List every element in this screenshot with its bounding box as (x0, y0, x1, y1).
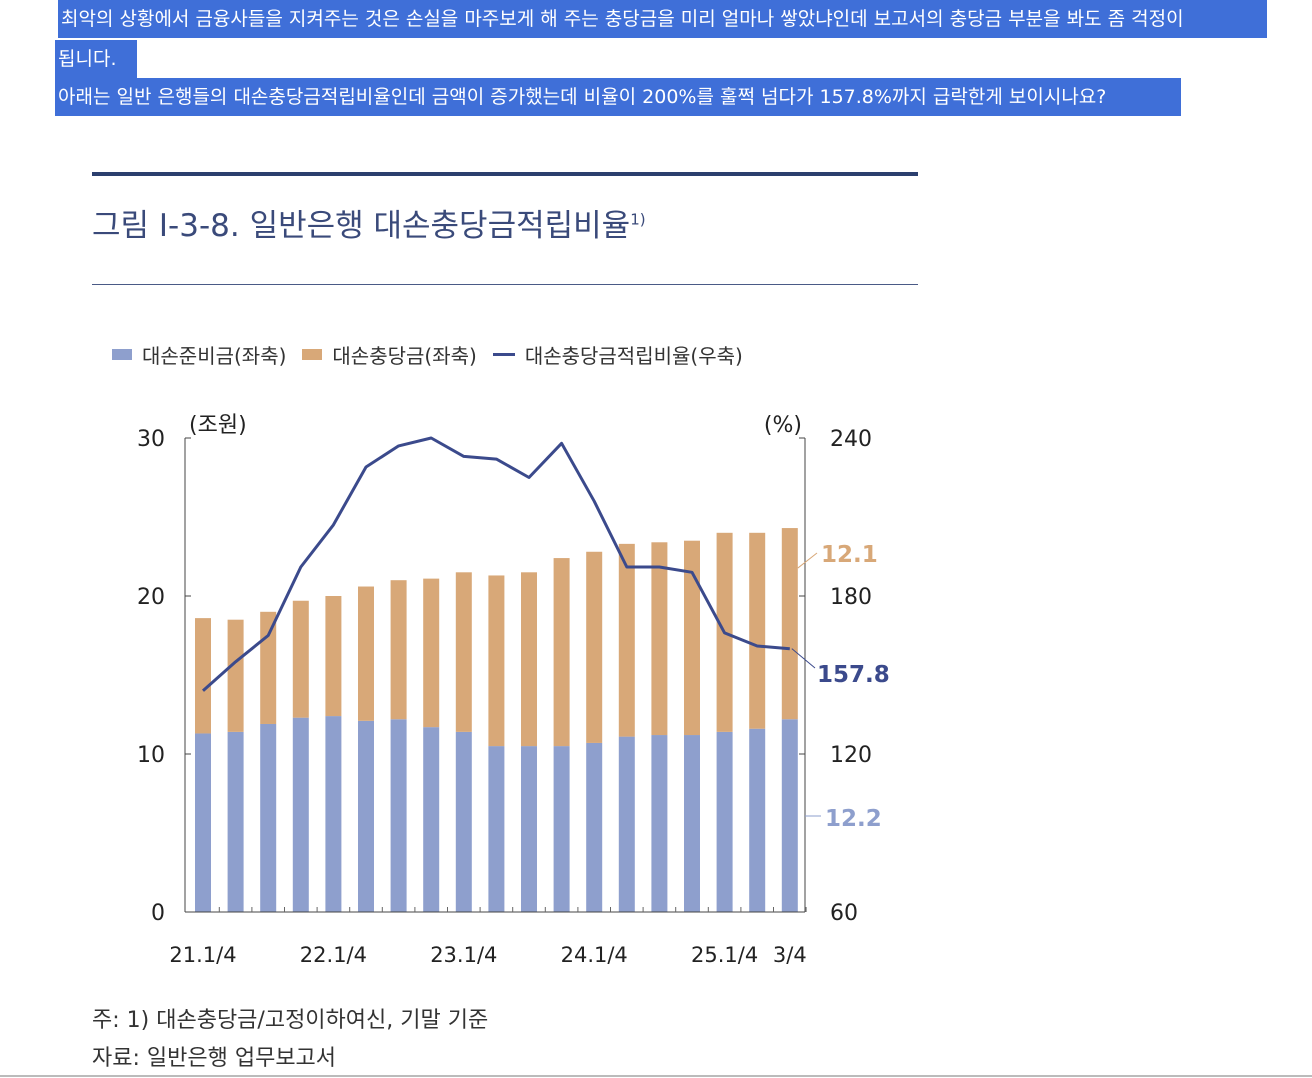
selected-text-line-3[interactable]: 아래는 일반 은행들의 대손충당금적립비율인데 금액이 증가했는데 비율이 20… (55, 78, 1181, 116)
left-tick-label-0: 0 (151, 901, 165, 926)
left-tick-label-20: 20 (137, 585, 165, 610)
left-axis-unit: (조원) (189, 413, 247, 438)
bar-reserve-25.3/4 (781, 719, 798, 912)
bar-allowance-21.1/4 (195, 618, 211, 734)
bar-reserve-25.1/4 (716, 731, 733, 912)
figure-title-footnote-mark: 1) (630, 210, 646, 229)
right-tick-label-60: 60 (830, 901, 858, 926)
legend-swatch-ratio (492, 353, 515, 356)
bar-allowance-25.3/4 (781, 528, 798, 720)
bar-allowance-21.2/4 (227, 619, 244, 732)
bar-reserve-23.1/4 (455, 731, 472, 912)
legend-label-ratio: 대손충당금적립비율(우축) (524, 344, 743, 368)
legend-swatch-reserve (112, 349, 132, 360)
bar-allowance-21.4/4 (292, 600, 309, 718)
right-tick-label-180: 180 (830, 585, 872, 610)
bar-allowance-23.4/4 (553, 558, 570, 747)
annotation-ratio: 157.8 (817, 662, 890, 688)
bar-reserve-21.1/4 (195, 733, 211, 912)
right-axis-unit: (%) (764, 413, 802, 438)
figure-note: 주: 1) 대손충당금/고정이하여신, 기말 기준 (92, 1008, 489, 1033)
bar-allowance-25.2/4 (749, 532, 766, 729)
legend-label-reserve: 대손준비금(좌축) (142, 344, 287, 368)
annotation-reserve: 12.2 (825, 806, 882, 832)
bar-allowance-22.3/4 (390, 580, 407, 720)
selected-text-line-1[interactable]: 최악의 상황에서 금융사들을 지켜주는 것은 손실을 마주보게 해 주는 충당금… (58, 0, 1267, 38)
bar-reserve-22.2/4 (358, 720, 374, 912)
left-tick-label-10: 10 (137, 743, 165, 768)
x-tick-label-21.1/4: 21.1/4 (169, 943, 236, 967)
left-tick-label-30: 30 (137, 427, 165, 452)
bar-reserve-24.4/4 (684, 735, 700, 912)
figure-title-text: 그림 Ⅰ-3-8. 일반은행 대손충당금적립비율 (92, 208, 631, 244)
legend-label-allowance: 대손충당금(좌축) (332, 344, 477, 368)
chart-legend: 대손준비금(좌축) 대손충당금(좌축) 대손충당금적립비율(우축) (112, 340, 759, 369)
legend-item-ratio: 대손충당금적립비율(우축) (492, 340, 743, 369)
figure-title-rule (92, 284, 918, 285)
bar-reserve-23.4/4 (553, 746, 570, 912)
figure-title: 그림 Ⅰ-3-8. 일반은행 대손충당금적립비율1) (92, 200, 646, 245)
right-tick-label-240: 240 (830, 427, 872, 452)
legend-item-reserve: 대손준비금(좌축) (112, 340, 286, 369)
annotation-allowance: 12.1 (821, 542, 878, 568)
x-tick-label-22.1/4: 22.1/4 (300, 943, 367, 967)
bar-allowance-21.3/4 (260, 611, 277, 724)
bar-reserve-24.1/4 (586, 742, 603, 912)
bar-reserve-22.1/4 (325, 716, 342, 912)
bar-reserve-24.3/4 (651, 735, 668, 912)
x-tick-label-23.1/4: 23.1/4 (430, 943, 497, 967)
bar-reserve-22.3/4 (390, 719, 407, 912)
x-tick-label-25.1/4: 25.1/4 (691, 943, 758, 967)
ratio-line (202, 436, 790, 692)
bar-allowance-23.1/4 (455, 572, 472, 732)
bar-allowance-23.3/4 (521, 572, 537, 747)
bar-allowance-24.4/4 (684, 540, 700, 736)
x-tick-label-3/4: 3/4 (773, 943, 807, 967)
bar-allowance-24.2/4 (618, 543, 635, 737)
chart-canvas: 0 10 20 30 60 120 180 240 21.1/4 22.1/4 23.1/4 24.1… (137, 413, 890, 967)
legend-item-allowance: 대손충당금(좌축) (302, 340, 477, 369)
bar-allowance-22.1/4 (325, 596, 342, 717)
x-tick-label-24.1/4: 24.1/4 (561, 943, 628, 967)
bar-reserve-25.2/4 (749, 728, 766, 912)
figure-top-rule (92, 172, 918, 176)
bar-reserve-23.3/4 (521, 746, 537, 912)
bar-reserve-21.3/4 (260, 723, 277, 912)
figure-source: 자료: 일반은행 업무보고서 (92, 1046, 337, 1071)
page-bottom-divider (0, 1075, 1312, 1077)
bar-reserve-22.4/4 (423, 727, 440, 912)
bar-reserve-21.2/4 (227, 731, 244, 912)
legend-swatch-allowance (302, 349, 323, 360)
bar-allowance-24.3/4 (651, 542, 668, 736)
annotation-leader-allowance (797, 552, 818, 569)
bar-reserve-23.2/4 (488, 746, 505, 912)
bar-allowance-22.4/4 (423, 578, 440, 728)
selected-text-line-2[interactable]: 됩니다. (55, 40, 137, 78)
annotation-leader-ratio (791, 648, 816, 669)
bar-allowance-22.2/4 (358, 586, 374, 721)
bar-allowance-24.1/4 (586, 551, 603, 743)
bar-reserve-21.4/4 (292, 717, 309, 912)
right-tick-label-120: 120 (830, 743, 872, 768)
bar-allowance-23.2/4 (488, 575, 505, 747)
bar-reserve-24.2/4 (618, 736, 635, 912)
